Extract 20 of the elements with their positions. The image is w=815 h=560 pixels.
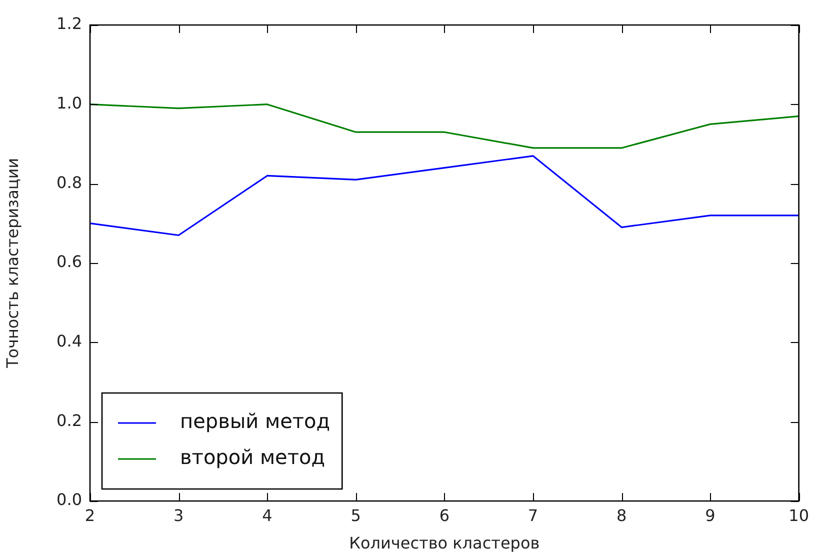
y-tick-label: 0.4 — [56, 331, 82, 350]
y-tick-label: 0.8 — [56, 172, 82, 192]
x-tick-label: 3 — [174, 506, 184, 525]
legend-label: второй метод — [180, 445, 326, 470]
x-tick-label: 6 — [439, 506, 450, 525]
x-tick-label: 9 — [705, 506, 716, 525]
legend-label: первый метод — [180, 409, 330, 434]
x-axis-title: Количество кластеров — [349, 534, 540, 553]
y-tick-label: 1.2 — [56, 14, 82, 34]
x-tick-label: 7 — [528, 506, 538, 525]
x-tick-label: 4 — [262, 506, 272, 525]
x-tick-label: 2 — [84, 506, 96, 525]
y-axis-title: Точность кластеризации — [2, 158, 22, 370]
y-tick-label: 0.0 — [56, 490, 82, 510]
x-tick-label: 8 — [616, 506, 627, 525]
x-tick-label: 10 — [788, 506, 809, 525]
y-tick-label: 0.2 — [56, 410, 82, 430]
y-tick-label: 1.0 — [56, 93, 82, 112]
x-tick-label: 5 — [350, 506, 361, 525]
y-tick-label: 0.6 — [56, 252, 82, 272]
